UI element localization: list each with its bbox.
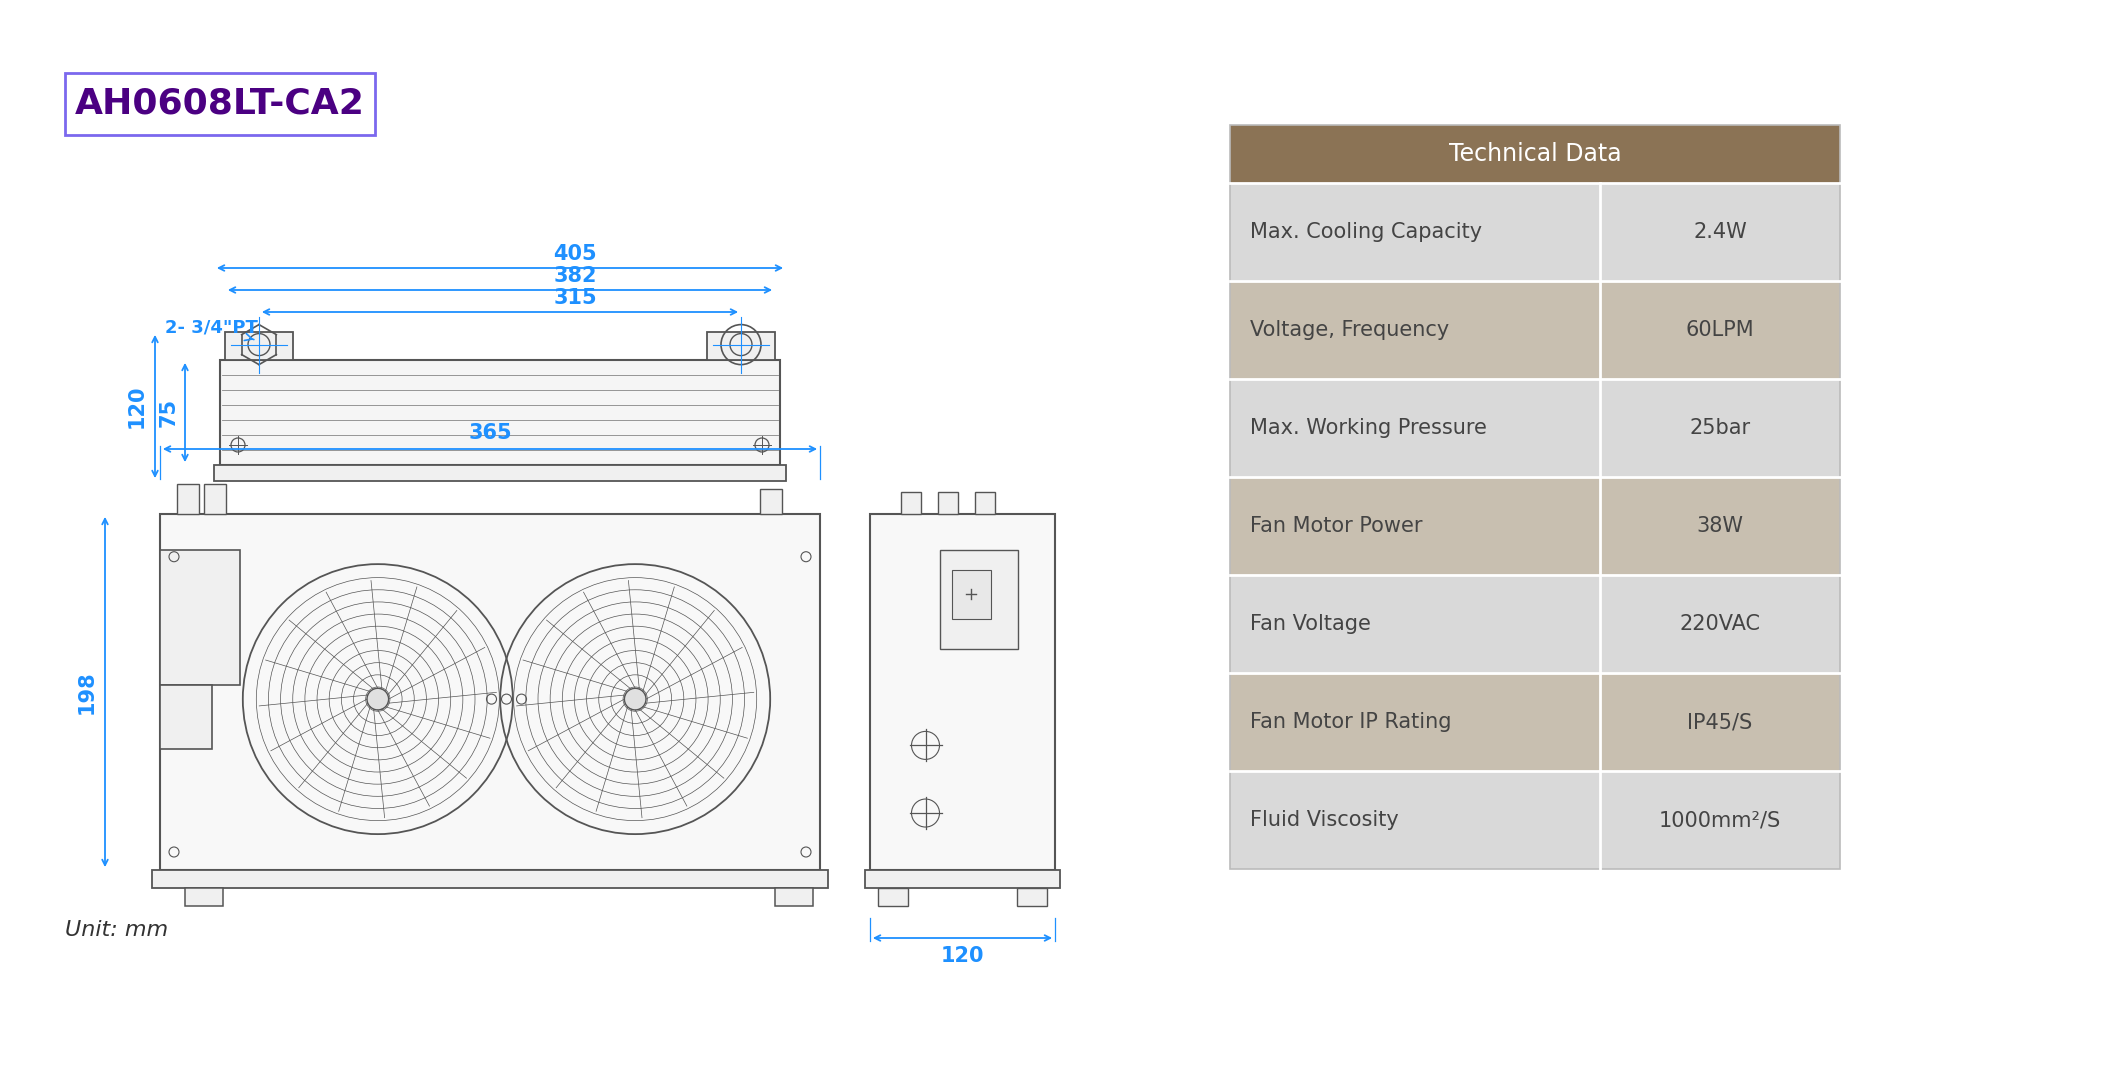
Text: 198: 198 xyxy=(77,671,98,714)
Bar xyxy=(1231,379,1839,477)
Bar xyxy=(708,332,776,360)
Text: 2- 3/4"PT: 2- 3/4"PT xyxy=(166,318,257,341)
Text: 220VAC: 220VAC xyxy=(1680,614,1760,634)
Bar xyxy=(219,360,780,465)
Bar xyxy=(901,492,921,514)
Text: 365: 365 xyxy=(468,423,512,443)
Bar xyxy=(159,550,240,685)
Text: 405: 405 xyxy=(553,244,597,264)
Bar xyxy=(1231,771,1839,869)
Bar xyxy=(938,492,957,514)
Bar xyxy=(940,550,1018,649)
Bar xyxy=(865,870,1061,888)
Bar xyxy=(1231,125,1839,869)
Text: 315: 315 xyxy=(553,288,597,308)
Text: 38W: 38W xyxy=(1697,516,1743,536)
Bar xyxy=(1231,281,1839,379)
Bar xyxy=(878,888,908,906)
Bar xyxy=(159,514,821,870)
Text: Unit: mm: Unit: mm xyxy=(66,920,168,940)
Text: 75: 75 xyxy=(159,398,179,427)
Bar xyxy=(204,484,225,514)
Bar xyxy=(1016,888,1046,906)
Bar xyxy=(225,332,293,360)
Bar xyxy=(185,888,223,906)
Text: AH0608LT-CA2: AH0608LT-CA2 xyxy=(74,87,366,122)
Text: 120: 120 xyxy=(128,385,147,429)
Text: 25bar: 25bar xyxy=(1690,418,1750,438)
Text: 1000mm²/S: 1000mm²/S xyxy=(1658,810,1782,830)
Text: IP45/S: IP45/S xyxy=(1688,712,1752,732)
Text: 120: 120 xyxy=(940,946,984,966)
Text: 382: 382 xyxy=(553,266,597,286)
Text: Max. Working Pressure: Max. Working Pressure xyxy=(1250,418,1486,438)
Bar xyxy=(1231,673,1839,771)
Bar xyxy=(776,888,812,906)
Bar xyxy=(870,514,1054,870)
Text: Max. Cooling Capacity: Max. Cooling Capacity xyxy=(1250,222,1482,242)
Bar xyxy=(1231,477,1839,575)
Bar xyxy=(1231,183,1839,281)
Bar xyxy=(215,465,787,481)
Bar xyxy=(759,489,782,514)
Bar xyxy=(974,492,995,514)
Bar xyxy=(1231,575,1839,673)
Bar xyxy=(1231,125,1839,183)
Bar xyxy=(159,685,213,749)
Circle shape xyxy=(368,688,389,710)
Text: 60LPM: 60LPM xyxy=(1686,320,1754,340)
Text: Fluid Viscosity: Fluid Viscosity xyxy=(1250,810,1399,830)
FancyBboxPatch shape xyxy=(66,73,374,135)
Text: Fan Voltage: Fan Voltage xyxy=(1250,614,1371,634)
Bar xyxy=(952,570,991,620)
Text: 2.4W: 2.4W xyxy=(1692,222,1748,242)
Text: Voltage, Frequency: Voltage, Frequency xyxy=(1250,320,1450,340)
Circle shape xyxy=(625,688,646,710)
Text: Technical Data: Technical Data xyxy=(1448,142,1622,166)
Text: Fan Motor Power: Fan Motor Power xyxy=(1250,516,1422,536)
Bar xyxy=(176,484,200,514)
Text: Fan Motor IP Rating: Fan Motor IP Rating xyxy=(1250,712,1452,732)
Bar xyxy=(151,870,827,888)
